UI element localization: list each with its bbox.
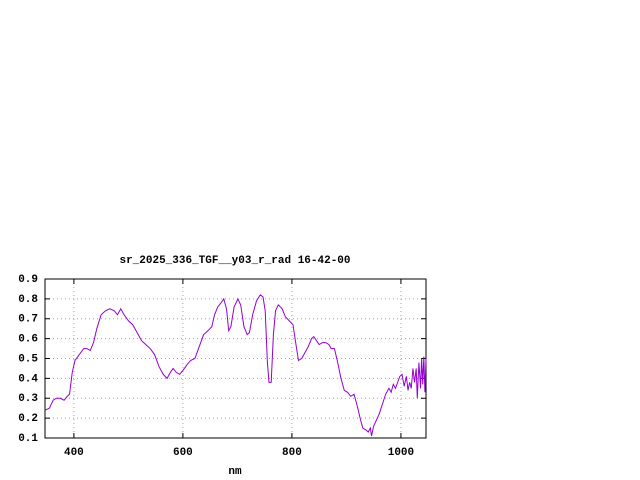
x-tick-label: 800 [282, 447, 302, 459]
y-tick-label: 0.8 [18, 294, 38, 306]
y-tick-label: 0.9 [18, 274, 38, 286]
x-tick-label: 400 [64, 447, 84, 459]
y-tick-label: 0.1 [18, 433, 38, 445]
x-tick-label: 600 [173, 447, 193, 459]
x-axis-label: nm [228, 466, 242, 478]
data-line [44, 294, 427, 437]
chart-title: sr_2025_336_TGF__y03_r_rad 16-42-00 [119, 255, 350, 267]
y-tick-label: 0.3 [18, 393, 38, 405]
y-tick-label: 0.5 [18, 353, 38, 365]
y-tick-label: 0.6 [18, 334, 38, 346]
y-tick-label: 0.7 [18, 314, 38, 326]
y-tick-label: 0.2 [18, 413, 38, 425]
x-tick-label: 1000 [388, 447, 414, 459]
y-tick-label: 0.4 [18, 373, 38, 385]
